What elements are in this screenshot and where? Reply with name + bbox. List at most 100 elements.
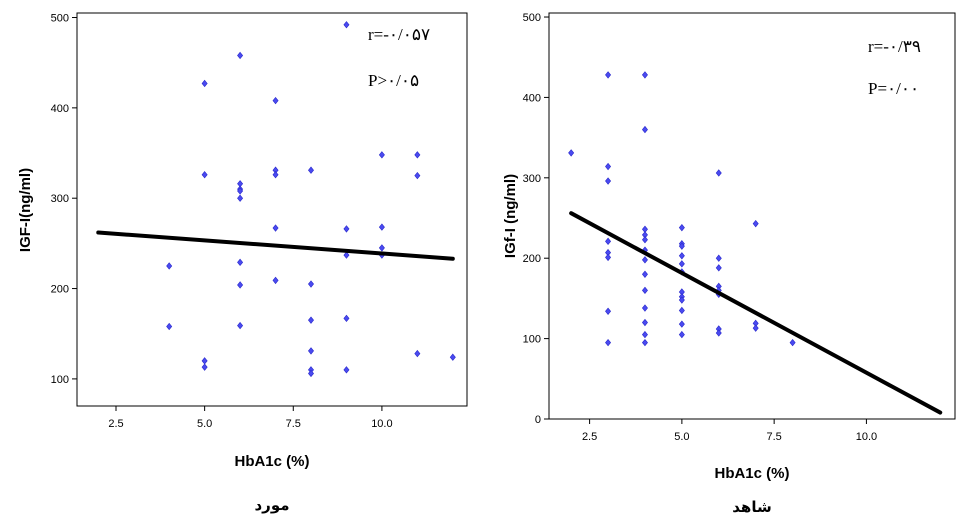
x-tick-label: 2.5 [108, 418, 123, 430]
data-point [343, 366, 350, 374]
regression-line [569, 211, 943, 415]
y-axis-label: IGF-I(ng/ml) [17, 168, 34, 252]
data-point [414, 171, 421, 180]
data-point [343, 251, 350, 259]
data-point [752, 324, 759, 332]
x-axis-label: HbA1c (%) [234, 453, 309, 470]
data-point [308, 280, 314, 288]
data-point [715, 254, 722, 262]
x-axis-label: HbA1c (%) [714, 465, 789, 482]
data-point [715, 329, 722, 337]
data-point [414, 151, 421, 159]
data-point [568, 149, 575, 157]
data-point [678, 306, 685, 315]
data-point [605, 307, 612, 315]
x-tick-label: 10.0 [371, 418, 392, 430]
data-point [201, 79, 208, 88]
data-point [378, 244, 385, 252]
data-point [641, 330, 648, 339]
data-point [343, 314, 350, 323]
chart-case: 100 200 300 400 500 2.5 5.0 7.5 10.0 r=-۰/۰۵۷ P… [17, 12, 468, 514]
data-point [237, 194, 244, 202]
data-point [605, 71, 612, 79]
x-axis-ticks: 2.5 5.0 7.5 10.0 [582, 419, 877, 443]
data-point [678, 242, 685, 250]
p-value-annotation: P=۰/۰۰ [868, 79, 919, 98]
data-point [237, 281, 244, 289]
data-point [641, 318, 648, 327]
chart-control: 0 100 200 300 400 500 2.5 5.0 7.5 10.0 r=-۰/۳۹ P… [502, 12, 956, 516]
data-point [715, 169, 722, 177]
x-tick-label: 7.5 [766, 431, 781, 443]
y-tick-label: 300 [51, 193, 69, 205]
y-tick-label: 500 [523, 12, 541, 24]
data-point [308, 347, 314, 355]
data-point [343, 21, 350, 29]
data-point [605, 237, 612, 246]
data-point [678, 296, 685, 304]
scatter-points [166, 21, 456, 378]
data-point [308, 369, 314, 378]
data-point [641, 236, 648, 244]
data-point [272, 224, 279, 232]
data-point [752, 219, 759, 228]
p-value-annotation: P>۰/۰۵ [368, 71, 419, 90]
data-point [201, 363, 208, 371]
data-point [237, 321, 244, 330]
data-point [378, 223, 385, 231]
chart-caption: مورد [254, 496, 289, 514]
y-tick-label: 300 [523, 173, 541, 185]
y-tick-label: 500 [51, 13, 69, 25]
data-point [237, 258, 244, 267]
correlation-annotation: r=-۰/۰۵۷ [368, 25, 430, 44]
y-tick-label: 400 [523, 92, 541, 104]
x-tick-label: 5.0 [674, 431, 689, 443]
data-point [414, 349, 421, 358]
data-point [605, 253, 612, 262]
scatter-points [568, 71, 796, 347]
x-tick-label: 10.0 [856, 431, 877, 443]
data-point [715, 264, 722, 272]
data-point [449, 353, 456, 361]
x-tick-label: 7.5 [286, 418, 301, 430]
data-point [641, 256, 648, 264]
data-point [378, 151, 385, 159]
correlation-annotation: r=-۰/۳۹ [868, 37, 921, 56]
data-point [166, 262, 173, 270]
chart-caption: شاهد [732, 498, 771, 516]
data-point [201, 171, 208, 179]
data-point [641, 125, 648, 134]
data-point [678, 260, 685, 268]
y-axis-ticks: 100 200 300 400 500 [51, 13, 77, 386]
data-point [605, 162, 612, 171]
plot-area-frame [76, 12, 468, 407]
data-point [272, 171, 279, 179]
data-point [237, 187, 244, 195]
y-tick-label: 200 [523, 253, 541, 265]
y-tick-label: 200 [51, 284, 69, 296]
y-axis-label: IGf-I (ng/ml) [502, 174, 519, 258]
x-tick-label: 2.5 [582, 431, 597, 443]
y-tick-label: 100 [523, 334, 541, 346]
data-point [237, 51, 244, 60]
x-tick-label: 5.0 [197, 418, 212, 430]
data-point [678, 252, 685, 260]
regression-line [96, 230, 455, 261]
data-point [605, 338, 612, 347]
y-tick-label: 400 [51, 103, 69, 115]
data-point [678, 320, 685, 328]
data-point [308, 166, 314, 174]
data-point [308, 316, 314, 324]
data-point [678, 330, 685, 339]
data-point [201, 357, 208, 365]
data-point [678, 223, 685, 232]
x-axis-ticks: 2.5 5.0 7.5 10.0 [108, 406, 393, 430]
data-point [272, 96, 279, 105]
y-tick-label: 100 [51, 374, 69, 386]
plot-area-frame [548, 12, 956, 420]
data-point [641, 338, 648, 347]
data-point [641, 71, 648, 79]
data-point [166, 322, 173, 331]
data-point [641, 270, 648, 278]
